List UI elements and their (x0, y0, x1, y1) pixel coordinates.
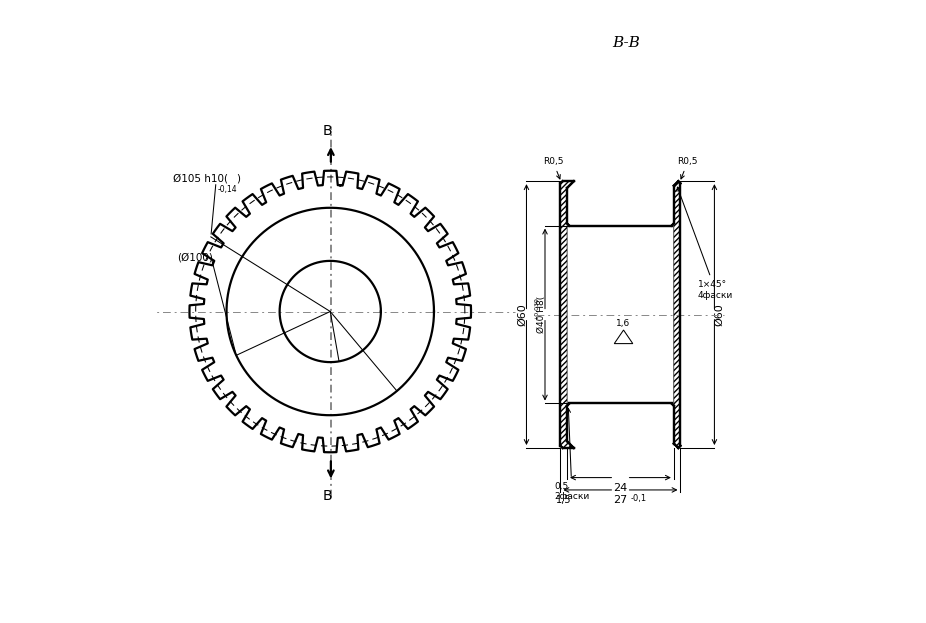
Text: ): ) (236, 174, 240, 184)
Text: B-B: B-B (613, 36, 641, 50)
Text: B: B (323, 489, 332, 503)
Text: Ø40 H8(: Ø40 H8( (537, 296, 545, 333)
Text: (Ø100): (Ø100) (177, 252, 213, 262)
Polygon shape (560, 181, 574, 448)
Text: 1,5: 1,5 (556, 495, 571, 505)
Text: -0,14: -0,14 (218, 186, 237, 194)
Text: Ø60: Ø60 (714, 303, 724, 326)
Text: R0,5: R0,5 (543, 157, 563, 179)
Text: -0,1: -0,1 (631, 494, 647, 503)
Polygon shape (674, 181, 681, 448)
Text: Ø105 h10(: Ø105 h10( (173, 174, 228, 184)
Text: 27: 27 (613, 495, 628, 505)
Text: R0,5: R0,5 (678, 157, 698, 179)
Text: +0,039: +0,039 (534, 297, 540, 320)
Text: 0,5
2фаски: 0,5 2фаски (555, 409, 590, 502)
Text: 1,6: 1,6 (617, 318, 631, 328)
Text: Ø60: Ø60 (517, 303, 527, 326)
Text: 24: 24 (613, 483, 628, 493)
Text: B: B (323, 124, 332, 138)
Text: 1×45°
4фаски: 1×45° 4фаски (677, 187, 733, 300)
